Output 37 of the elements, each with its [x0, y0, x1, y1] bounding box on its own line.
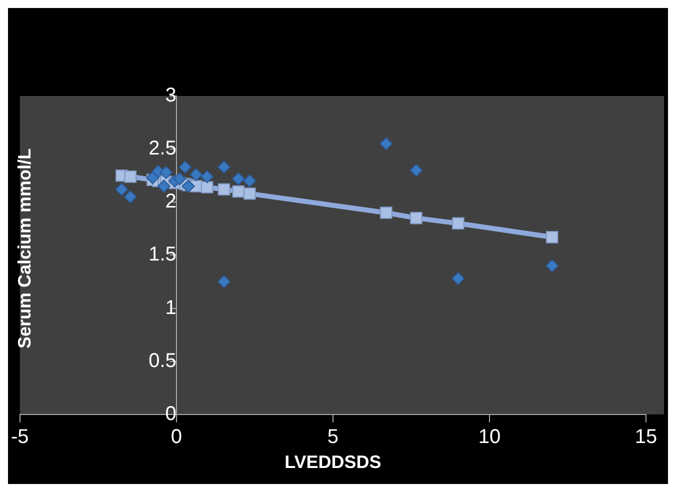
point: [146, 171, 160, 184]
point: [200, 181, 214, 194]
point: [410, 164, 423, 177]
point: [160, 166, 173, 179]
point: [218, 275, 231, 288]
point: [115, 182, 128, 196]
point: [243, 174, 256, 188]
y-tick-label: 0.5: [148, 350, 176, 372]
point: [546, 231, 558, 244]
point: [218, 160, 231, 174]
y-tick-label: 3: [165, 84, 176, 107]
y-tick-label: 1.5: [148, 244, 176, 266]
x-tick-label: 5: [327, 426, 339, 448]
point: [232, 172, 245, 186]
point: [380, 137, 393, 150]
y-tick-label: 2: [165, 190, 176, 213]
point: [452, 217, 464, 230]
point: [452, 272, 465, 286]
point: [244, 187, 256, 200]
point: [232, 185, 245, 198]
x-tick-label: 15: [634, 426, 658, 448]
point: [200, 170, 214, 184]
point: [157, 180, 170, 193]
y-tick-label: 2.5: [148, 138, 176, 160]
point: [410, 212, 422, 224]
point: [218, 183, 230, 196]
point: [190, 168, 203, 182]
point: [178, 160, 192, 174]
point: [124, 170, 137, 183]
y-axis-title: Serum Calcium mmol/L: [14, 148, 36, 348]
x-axis-title: LVEDDSDS: [284, 452, 382, 472]
point: [124, 190, 137, 204]
x-tick-label: 10: [478, 426, 501, 448]
point: [380, 206, 392, 219]
x-tick-label: -5: [10, 426, 29, 448]
point: [546, 259, 559, 272]
point: [173, 172, 186, 186]
